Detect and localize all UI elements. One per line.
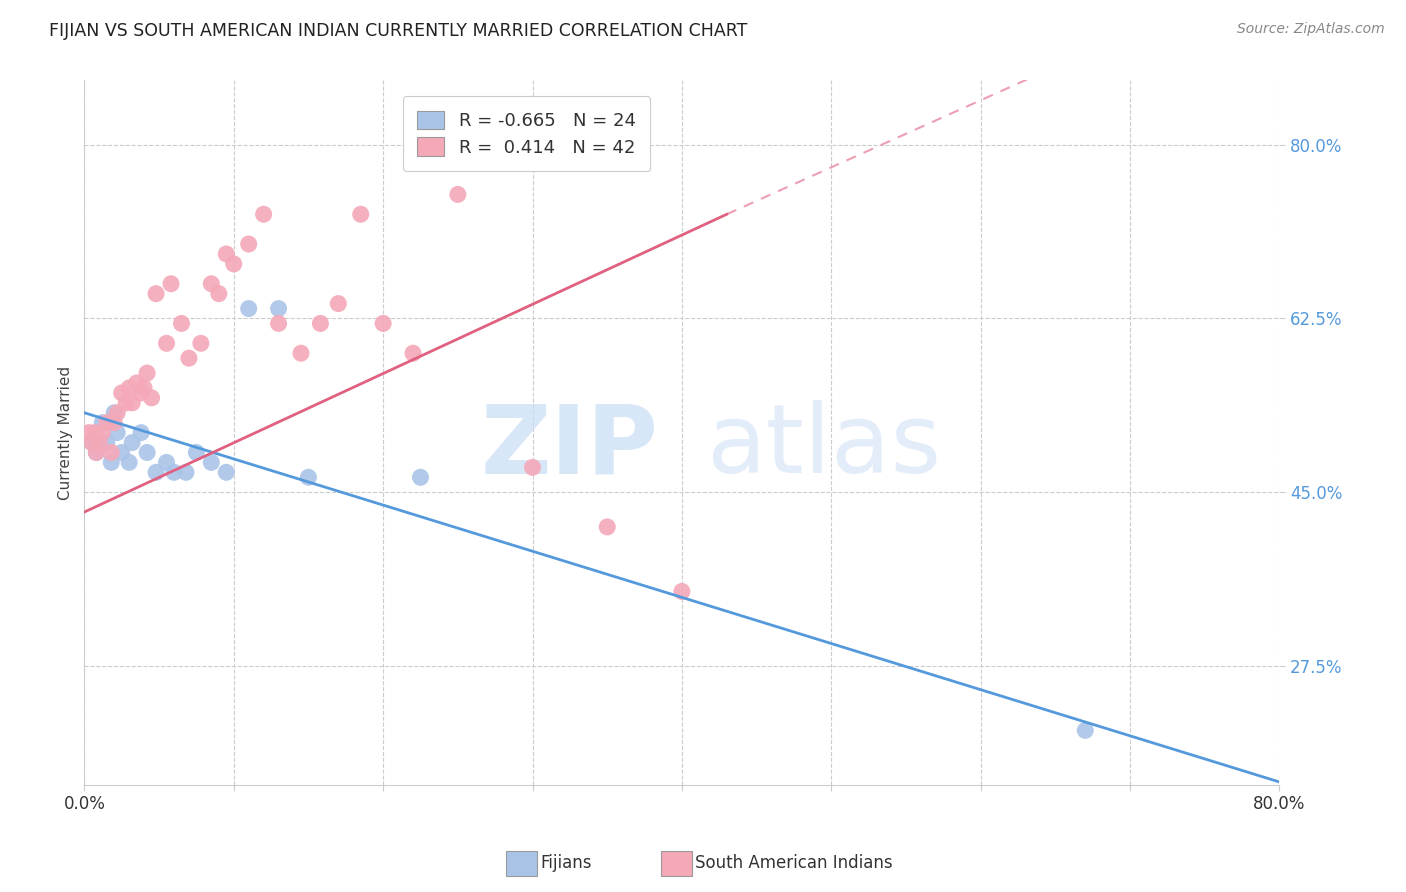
Point bbox=[267, 317, 290, 331]
Point bbox=[596, 520, 619, 534]
Point bbox=[174, 466, 197, 480]
Point bbox=[105, 425, 128, 440]
Point bbox=[350, 207, 373, 221]
Point bbox=[1074, 723, 1097, 738]
Text: atlas: atlas bbox=[706, 401, 941, 493]
Point bbox=[238, 301, 260, 316]
Point bbox=[136, 445, 159, 459]
Point bbox=[200, 455, 222, 469]
Point bbox=[522, 460, 544, 475]
Point bbox=[208, 286, 231, 301]
Point bbox=[86, 445, 108, 459]
Point bbox=[80, 435, 103, 450]
Point bbox=[222, 257, 245, 271]
Point bbox=[200, 277, 222, 291]
Point bbox=[267, 301, 290, 316]
Point bbox=[141, 391, 163, 405]
Point bbox=[103, 406, 125, 420]
Point bbox=[103, 416, 125, 430]
Text: FIJIAN VS SOUTH AMERICAN INDIAN CURRENTLY MARRIED CORRELATION CHART: FIJIAN VS SOUTH AMERICAN INDIAN CURRENTL… bbox=[49, 22, 748, 40]
Point bbox=[105, 406, 128, 420]
Y-axis label: Currently Married: Currently Married bbox=[58, 366, 73, 500]
Point bbox=[111, 385, 134, 400]
Point bbox=[186, 445, 208, 459]
Point bbox=[145, 286, 167, 301]
Point bbox=[91, 425, 114, 440]
Point bbox=[96, 435, 118, 450]
Point bbox=[80, 435, 103, 450]
Point bbox=[163, 466, 186, 480]
Point bbox=[111, 445, 134, 459]
Point bbox=[328, 296, 350, 310]
Point bbox=[215, 466, 238, 480]
Point bbox=[118, 455, 141, 469]
Text: South American Indians: South American Indians bbox=[695, 855, 893, 872]
Point bbox=[91, 416, 114, 430]
Point bbox=[132, 381, 156, 395]
Point bbox=[129, 425, 152, 440]
Point bbox=[309, 317, 332, 331]
Point bbox=[89, 435, 111, 450]
Point bbox=[145, 466, 167, 480]
Point bbox=[129, 385, 152, 400]
Point bbox=[297, 470, 319, 484]
Point bbox=[77, 425, 100, 440]
Point bbox=[83, 425, 105, 440]
Point bbox=[177, 351, 200, 366]
Point bbox=[155, 455, 177, 469]
Point bbox=[373, 317, 395, 331]
Point bbox=[121, 396, 143, 410]
Point bbox=[170, 317, 193, 331]
Point bbox=[160, 277, 183, 291]
Point bbox=[238, 237, 260, 252]
Point bbox=[118, 381, 141, 395]
Point bbox=[215, 247, 238, 261]
Point bbox=[190, 336, 212, 351]
Point bbox=[671, 584, 693, 599]
Text: Source: ZipAtlas.com: Source: ZipAtlas.com bbox=[1237, 22, 1385, 37]
Point bbox=[136, 366, 159, 380]
Point bbox=[409, 470, 432, 484]
Point bbox=[447, 187, 470, 202]
Point bbox=[402, 346, 425, 360]
Point bbox=[86, 445, 108, 459]
Point bbox=[121, 435, 143, 450]
Point bbox=[125, 376, 148, 390]
Text: Fijians: Fijians bbox=[540, 855, 592, 872]
Point bbox=[115, 396, 138, 410]
Text: ZIP: ZIP bbox=[479, 401, 658, 493]
Point bbox=[100, 455, 122, 469]
Point bbox=[96, 416, 118, 430]
Point bbox=[100, 445, 122, 459]
Point bbox=[155, 336, 177, 351]
Point bbox=[290, 346, 312, 360]
Legend: R = -0.665   N = 24, R =  0.414   N = 42: R = -0.665 N = 24, R = 0.414 N = 42 bbox=[404, 96, 650, 171]
Point bbox=[253, 207, 276, 221]
